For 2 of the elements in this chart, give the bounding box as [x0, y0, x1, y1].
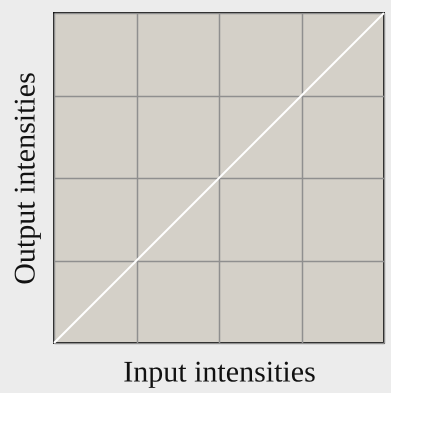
x-axis-title: Input intensities	[123, 356, 316, 388]
y-axis-title: Output intensities	[8, 72, 42, 285]
